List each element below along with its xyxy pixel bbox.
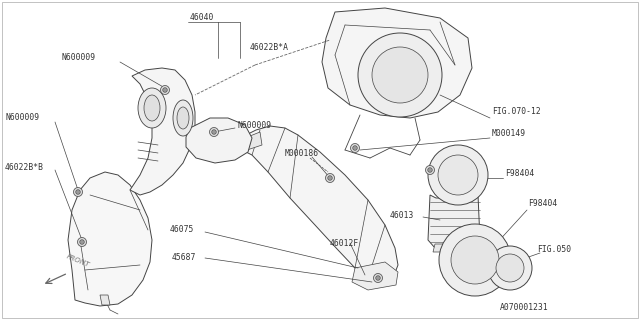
Text: FIG.070-12: FIG.070-12 [492,108,541,116]
Circle shape [426,165,435,174]
Circle shape [496,254,524,282]
Circle shape [451,236,499,284]
Text: 46022B*B: 46022B*B [5,164,44,172]
Ellipse shape [138,88,166,128]
Text: F98404: F98404 [505,169,534,178]
Text: A070001231: A070001231 [500,302,548,311]
Polygon shape [68,172,152,306]
Circle shape [376,276,380,280]
Ellipse shape [173,100,193,136]
Circle shape [353,146,357,150]
Circle shape [209,127,218,137]
Text: 46013: 46013 [390,211,414,220]
Circle shape [212,130,216,134]
Circle shape [76,190,80,194]
Circle shape [438,155,478,195]
Circle shape [80,240,84,244]
Text: FIG.050: FIG.050 [537,245,571,254]
Polygon shape [428,195,480,248]
Circle shape [374,274,383,283]
Text: 46040: 46040 [190,13,214,22]
Polygon shape [186,118,252,163]
Circle shape [428,145,488,205]
Text: FRONT: FRONT [65,253,90,268]
Polygon shape [352,262,398,290]
Text: M000149: M000149 [492,129,526,138]
Circle shape [372,47,428,103]
Text: F98404: F98404 [528,199,557,209]
Polygon shape [245,132,262,150]
Circle shape [74,188,83,196]
Ellipse shape [144,95,160,121]
Text: 45687: 45687 [172,252,196,261]
Circle shape [326,173,335,182]
Text: N600009: N600009 [5,114,39,123]
Circle shape [77,237,86,246]
Polygon shape [433,244,480,252]
Polygon shape [238,126,398,282]
Polygon shape [322,8,472,118]
Circle shape [428,168,432,172]
Polygon shape [100,295,110,305]
Text: 46012F: 46012F [330,238,359,247]
Text: M000186: M000186 [285,148,319,157]
Circle shape [163,88,167,92]
Text: N600009: N600009 [238,121,272,130]
Text: N600009: N600009 [62,53,96,62]
Circle shape [488,246,532,290]
Circle shape [351,143,360,153]
Ellipse shape [177,107,189,129]
Circle shape [161,85,170,94]
Circle shape [439,224,511,296]
Circle shape [328,176,332,180]
Polygon shape [130,68,195,195]
Text: 46022B*A: 46022B*A [250,44,289,52]
Circle shape [358,33,442,117]
Text: 46075: 46075 [170,226,195,235]
